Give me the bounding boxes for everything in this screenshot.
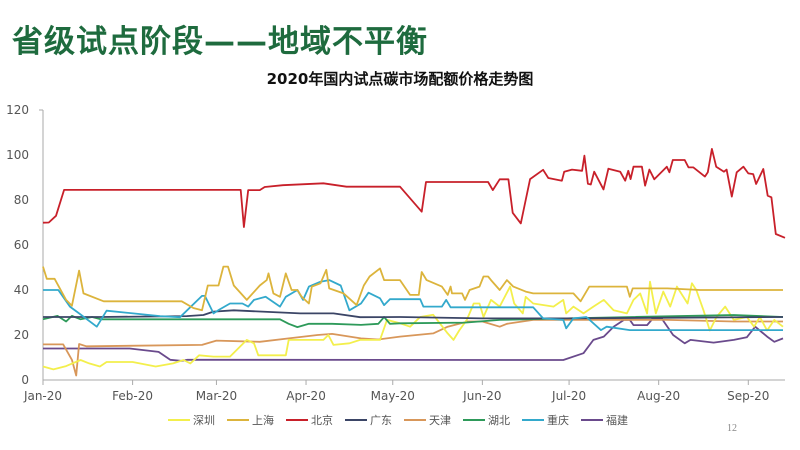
series-line-3 [43,309,784,320]
legend-item: 上海 [227,412,274,428]
axes: 0 20 40 60 80 100 120 Jan-20 Feb-20 Mar-20 Apr-20 M… [6,103,785,403]
legend-item: 湖北 [463,412,510,428]
legend-label: 深圳 [193,414,215,427]
chart-title: 2020年国内试点碳市场配额价格走势图 [266,70,534,88]
x-tick-label: Feb-20 [112,389,153,403]
legend-item: 重庆 [522,412,569,428]
legend-swatch [345,419,367,421]
x-tick-label: Apr-20 [286,389,326,403]
legend-swatch [581,419,603,421]
legend-label: 重庆 [547,414,569,427]
legend-item: 北京 [286,412,333,428]
slide-title: 省级试点阶段——地域不平衡 [12,24,428,60]
legend-item: 广东 [345,412,392,428]
legend-label: 福建 [606,414,628,427]
x-tick-label: Aug-20 [637,389,680,403]
series-line-0 [42,280,784,371]
y-tick-label: 60 [14,238,29,252]
legend-swatch [463,419,485,421]
series-line-4 [43,318,783,377]
legend-swatch [404,419,426,421]
series-line-5 [42,314,784,329]
page-number: 12 [727,423,737,434]
x-tick-label: Mar-20 [196,389,237,403]
x-tick-label: Jan-20 [23,389,62,403]
legend-label: 北京 [311,414,333,427]
legend-label: 广东 [370,414,392,427]
x-tick-label: Jul-20 [551,389,586,403]
x-tick-label: May-20 [371,389,415,403]
legend-swatch [522,419,544,421]
chart-legend: 深圳 上海 北京 广东 天津 湖北 重庆 福建 [168,412,628,428]
series-lines [42,147,786,377]
y-tick-label: 20 [14,328,29,342]
legend-label: 天津 [429,414,451,427]
y-tick-label: 100 [6,148,29,162]
x-tick-label: Sep-20 [727,389,769,403]
legend-swatch [168,419,190,421]
y-tick-label: 40 [14,283,29,297]
series-line-1 [42,265,783,312]
legend-item: 天津 [404,412,451,428]
y-tick-label: 120 [6,103,29,117]
y-tick-label: 80 [14,193,29,207]
legend-label: 湖北 [488,414,510,427]
legend-item: 福建 [581,412,628,428]
legend-swatch [227,419,249,421]
legend-item: 深圳 [168,412,215,428]
legend-swatch [286,419,308,421]
y-tick-label: 0 [21,373,29,387]
series-line-2 [42,147,786,239]
legend-label: 上海 [252,414,274,427]
x-tick-label: Jun-20 [462,389,501,403]
